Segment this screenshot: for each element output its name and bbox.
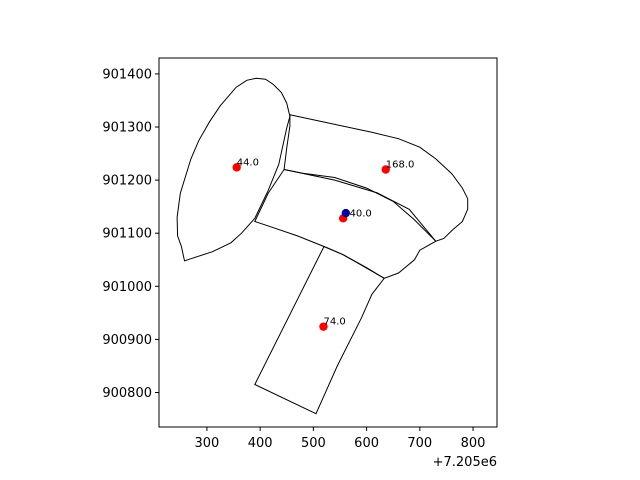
- x-tick-label: 800: [461, 436, 486, 451]
- data-point-1: [232, 163, 241, 172]
- region-polygon-1: [176, 77, 291, 262]
- y-tick-label: 901300: [102, 121, 152, 136]
- y-tick-label: 901400: [102, 67, 152, 82]
- point-label-1: 44.0: [237, 157, 259, 168]
- point-label-2: 168.0: [386, 159, 415, 170]
- data-point-4: [319, 322, 328, 331]
- x-tick-label: 300: [194, 436, 219, 451]
- x-offset-label: +7.205e6: [433, 455, 497, 470]
- y-tick-label: 901100: [102, 227, 152, 242]
- polygons-layer: [176, 77, 469, 415]
- axes-layer: 300 400 500 600 700 800 900800 900900 901000 9011…: [102, 57, 498, 451]
- region-polygon-4: [254, 245, 385, 415]
- point-label-3: 240.0: [343, 208, 372, 219]
- plot-frame: [158, 57, 498, 428]
- point-label-4: 74.0: [323, 317, 345, 328]
- x-tick-label: 400: [248, 436, 273, 451]
- points-layer: 44.0 168.0 240.0 74.0: [232, 157, 415, 331]
- y-tick-label: 901200: [102, 174, 152, 189]
- y-tick-label: 900800: [102, 386, 152, 401]
- highlight-point: [341, 208, 351, 218]
- y-tick-label: 901000: [102, 280, 152, 295]
- x-tick-label: 700: [407, 436, 432, 451]
- data-point-2: [381, 165, 390, 174]
- x-tick-label: 500: [301, 436, 326, 451]
- x-tick-label: 600: [354, 436, 379, 451]
- y-tick-label: 900900: [102, 333, 152, 348]
